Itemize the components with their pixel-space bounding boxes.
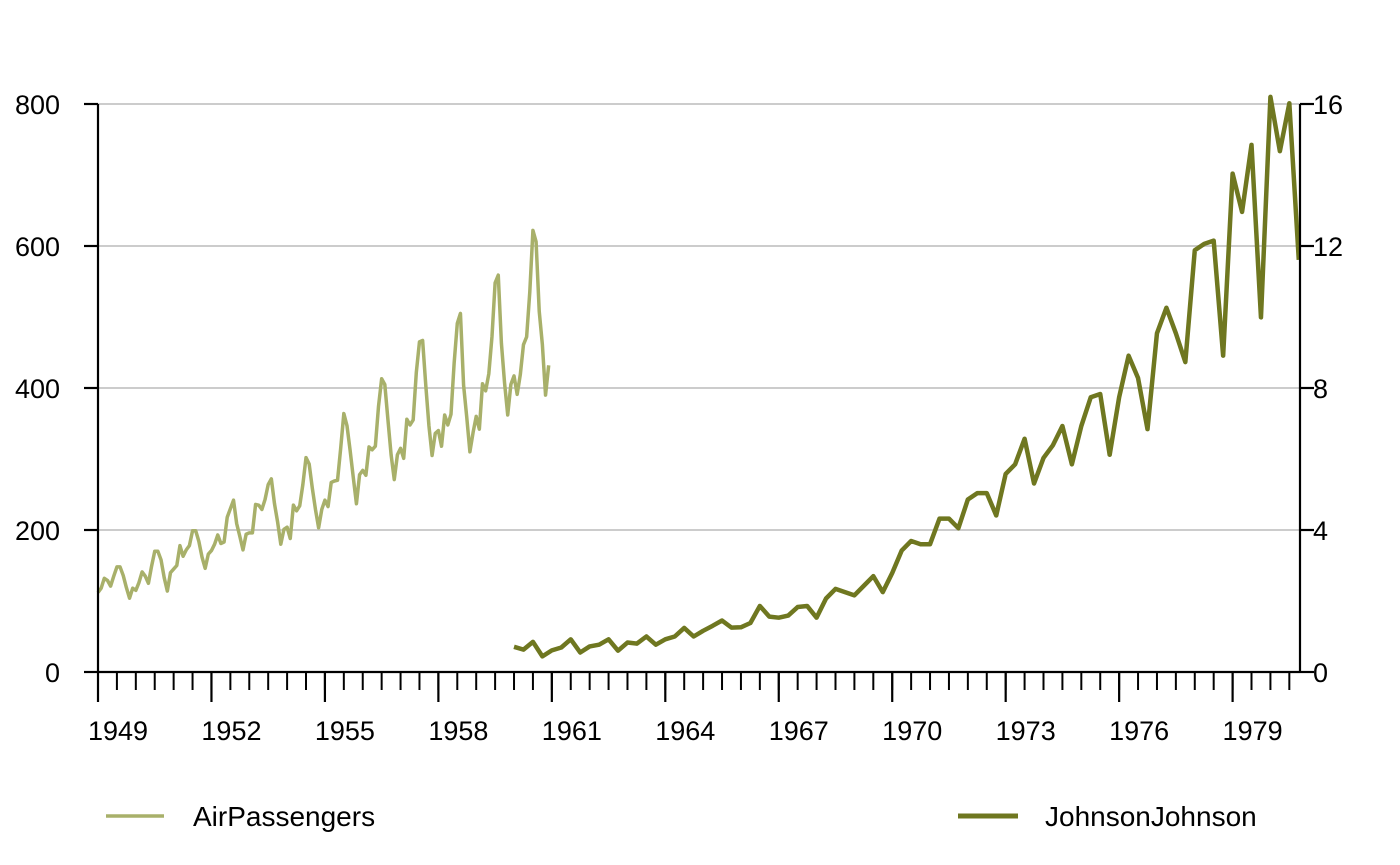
x-tick-label: 1964 — [655, 716, 715, 746]
x-tick-label: 1949 — [88, 716, 148, 746]
series-lines — [96, 94, 1302, 659]
axes: 0 200 400 600 800 0 4 8 12 16 1949 1952 1955 1958 1961… — [15, 90, 1343, 746]
x-tick-label: 1973 — [996, 716, 1056, 746]
legend: AirPassengers JohnsonJohnson — [106, 801, 1257, 832]
series-line-johnsonjohnson — [513, 94, 1302, 659]
x-tick-label: 1979 — [1223, 716, 1283, 746]
right-y-tick-label: 16 — [1313, 90, 1343, 120]
x-tick-label: 1970 — [882, 716, 942, 746]
left-y-tick-label: 200 — [15, 516, 60, 546]
series-line-airpassengers — [96, 228, 551, 600]
x-tick-label: 1955 — [315, 716, 375, 746]
right-y-tick-label: 4 — [1313, 516, 1328, 546]
right-y-tick-label: 12 — [1313, 232, 1343, 262]
left-y-tick-label: 400 — [15, 374, 60, 404]
x-tick-label: 1976 — [1109, 716, 1169, 746]
right-y-tick-label: 0 — [1313, 658, 1328, 688]
right-y-tick-label: 8 — [1313, 374, 1328, 404]
x-tick-label: 1961 — [542, 716, 602, 746]
legend-label-johnsonjohnson: JohnsonJohnson — [1045, 801, 1257, 832]
x-tick-label: 1952 — [201, 716, 261, 746]
x-tick-label: 1958 — [428, 716, 488, 746]
left-y-tick-label: 0 — [45, 658, 60, 688]
gridlines — [98, 103, 1300, 531]
left-y-tick-label: 800 — [15, 90, 60, 120]
left-y-tick-label: 600 — [15, 232, 60, 262]
legend-label-airpassengers: AirPassengers — [193, 801, 375, 832]
x-tick-label: 1967 — [769, 716, 829, 746]
